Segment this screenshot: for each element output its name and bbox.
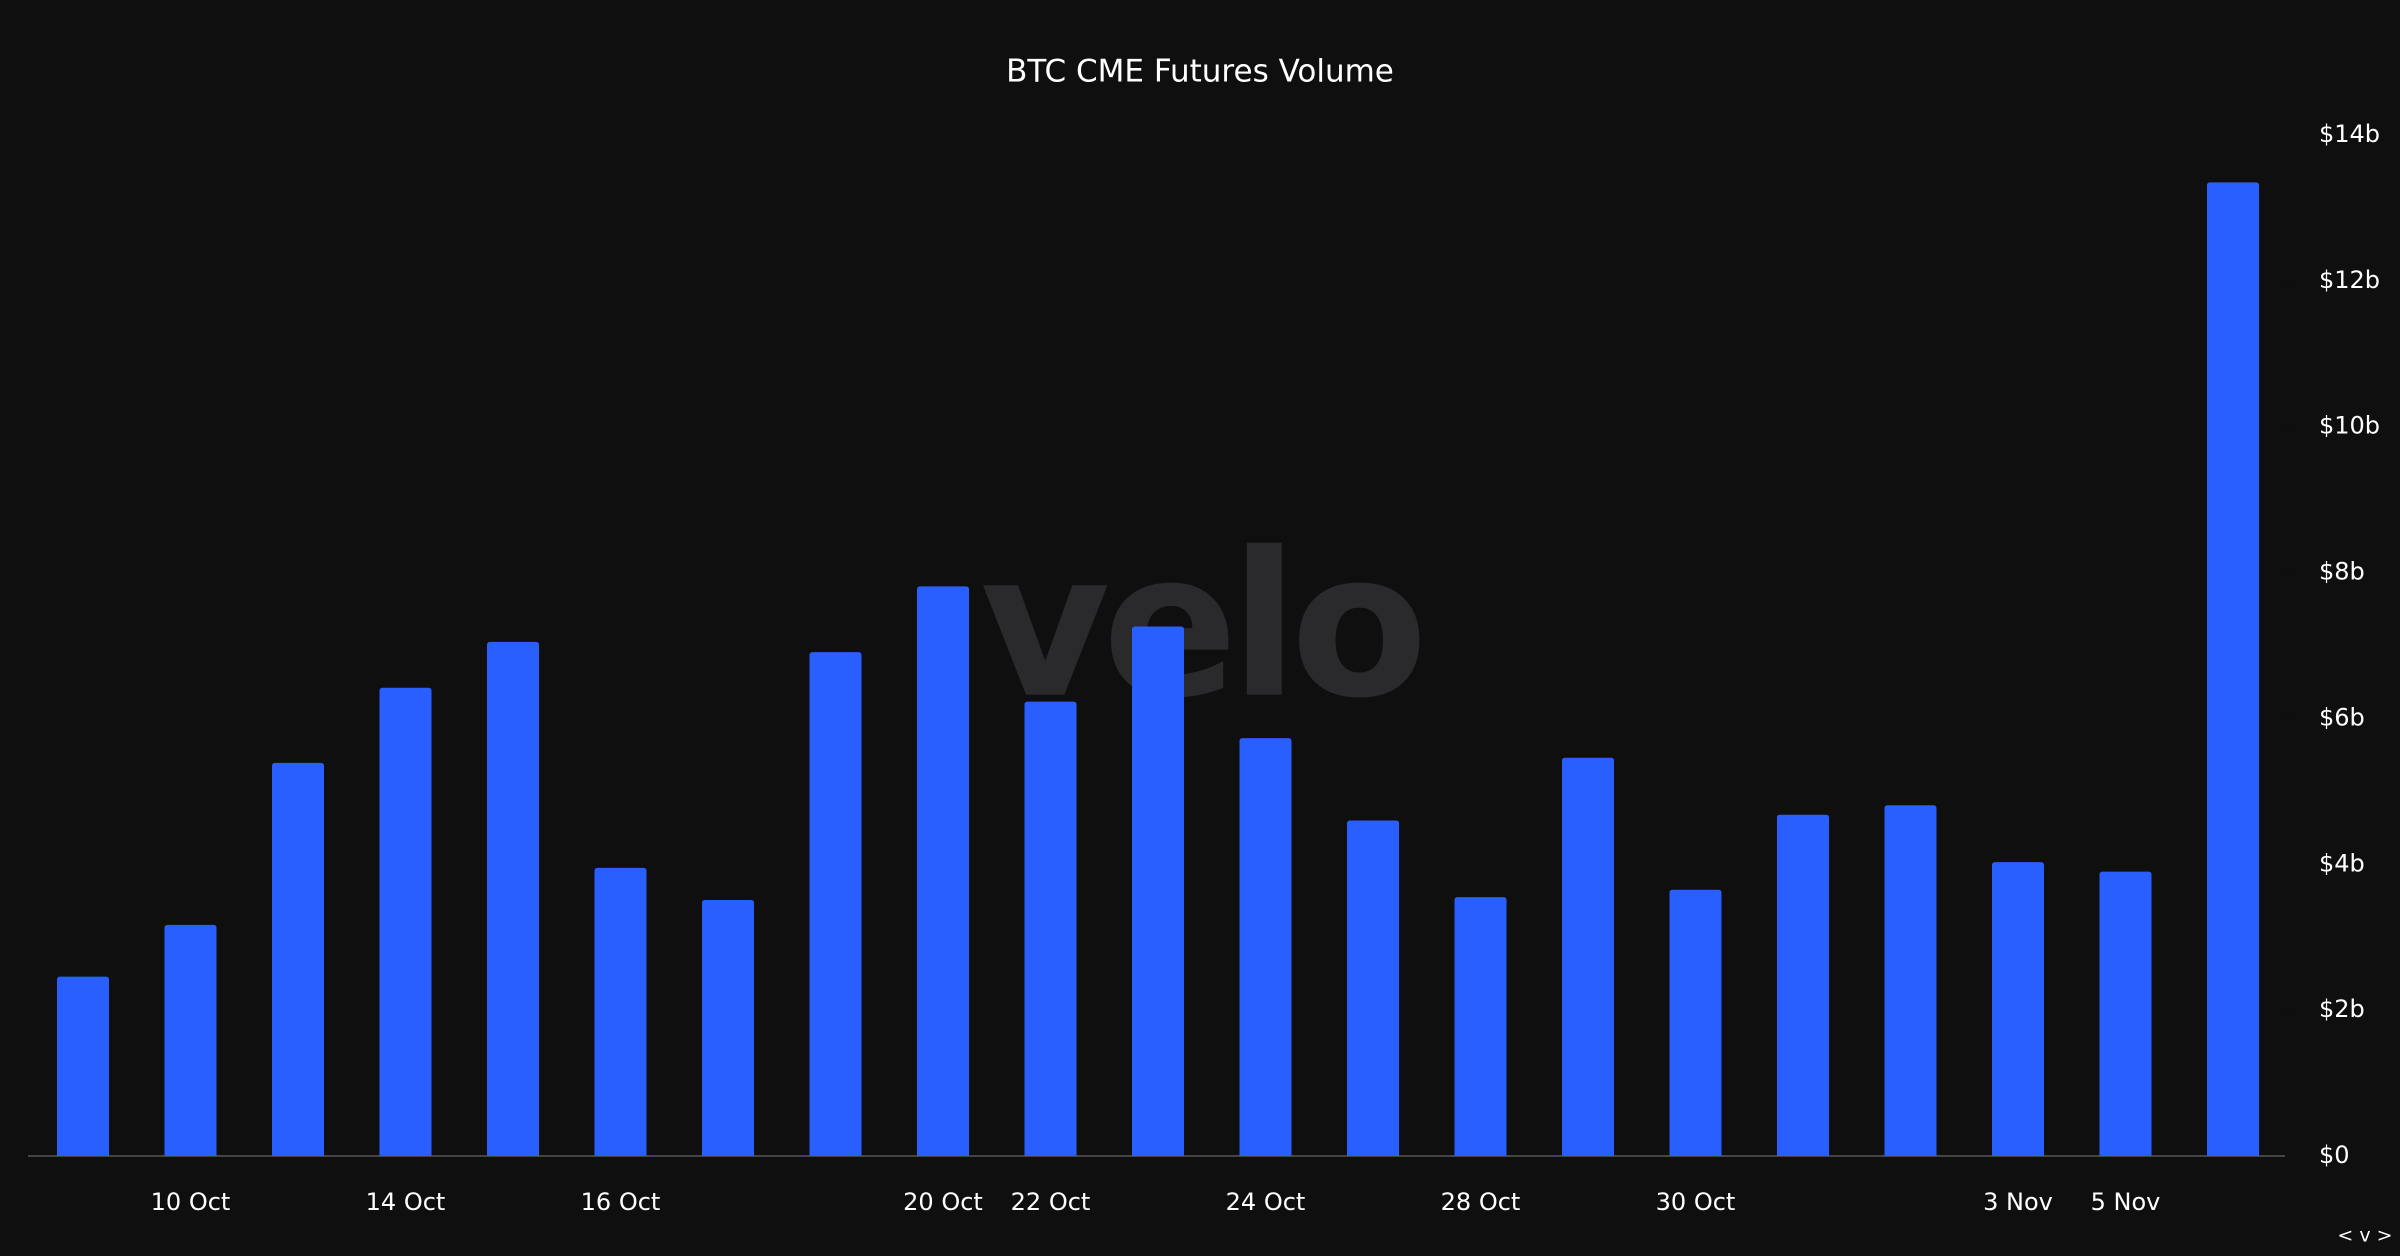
y-tick-label: $10b xyxy=(2319,412,2380,440)
bar xyxy=(1024,701,1077,1156)
y-tick-label: $4b xyxy=(2319,849,2365,877)
x-tick-label: 3 Nov xyxy=(1983,1188,2053,1216)
bar xyxy=(1884,805,1937,1156)
bar xyxy=(809,652,862,1156)
bar xyxy=(1562,757,1614,1156)
bar xyxy=(1454,897,1507,1156)
y-tick-label: $14b xyxy=(2319,120,2380,148)
chart-title: BTC CME Futures Volume xyxy=(1006,54,1394,90)
bar xyxy=(1132,626,1184,1156)
bar xyxy=(917,586,969,1156)
y-tick-label: $12b xyxy=(2319,266,2380,294)
y-tick-label: $8b xyxy=(2319,558,2365,586)
bar xyxy=(702,900,754,1156)
bar xyxy=(1669,889,1722,1156)
bar xyxy=(2099,871,2152,1156)
bar xyxy=(57,976,109,1156)
bar xyxy=(1777,814,1829,1156)
bar xyxy=(487,641,539,1156)
corner-label: < v > xyxy=(2337,1225,2392,1247)
x-tick-label: 28 Oct xyxy=(1441,1188,1521,1216)
x-tick-label: 30 Oct xyxy=(1656,1188,1736,1216)
x-tick-label: 22 Oct xyxy=(1011,1188,1091,1216)
x-tick-label: 20 Oct xyxy=(903,1188,983,1216)
y-tick-label: $0 xyxy=(2319,1141,2350,1169)
bar xyxy=(1239,738,1292,1156)
bar xyxy=(1992,862,2044,1156)
x-tick-label: 24 Oct xyxy=(1226,1188,1306,1216)
x-tick-label: 10 Oct xyxy=(151,1188,231,1216)
bar xyxy=(272,762,324,1156)
bar xyxy=(1347,820,1399,1156)
bar xyxy=(379,687,432,1156)
bar xyxy=(164,924,217,1156)
x-tick-label: 14 Oct xyxy=(366,1188,446,1216)
x-tick-label: 16 Oct xyxy=(581,1188,661,1216)
y-tick-label: $6b xyxy=(2319,703,2365,731)
bar xyxy=(2207,182,2259,1156)
x-tick-label: 5 Nov xyxy=(2091,1188,2161,1216)
bar xyxy=(594,867,647,1156)
y-tick-label: $2b xyxy=(2319,995,2365,1023)
